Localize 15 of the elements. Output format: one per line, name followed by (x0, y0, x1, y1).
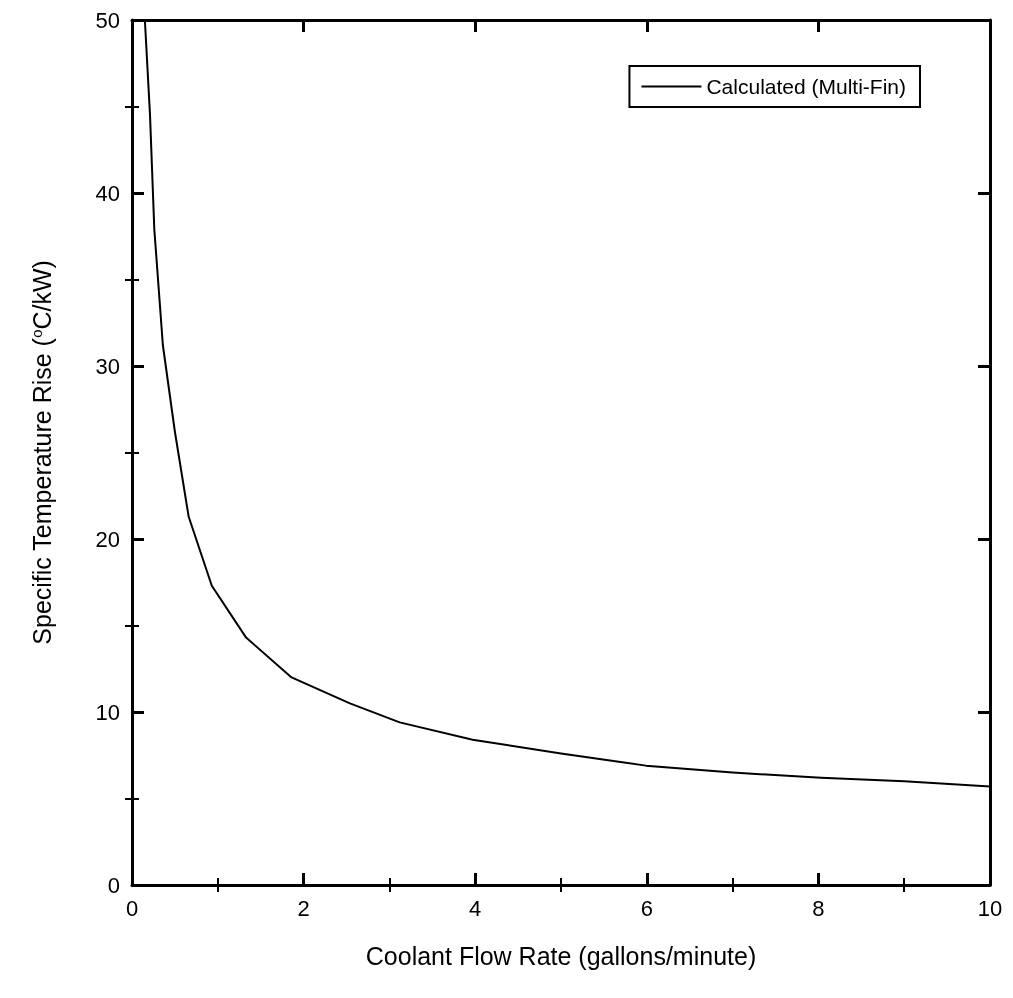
y-axis-title: Specific Temperature Rise (oC/kW) (27, 260, 56, 645)
x-axis-title: Coolant Flow Rate (gallons/minute) (365, 941, 757, 970)
y-tick-label: 50 (95, 7, 120, 33)
y-tick-label: 30 (95, 353, 120, 379)
y-tick-label: 10 (95, 699, 120, 725)
x-tick-label: 2 (297, 895, 310, 921)
y-tick-label: 0 (107, 872, 120, 898)
y-tick-label: 40 (95, 180, 120, 206)
x-tick-label: 10 (977, 895, 1003, 921)
x-tick-label: 0 (125, 895, 139, 921)
y-tick-label: 20 (95, 526, 120, 552)
x-tick-label: 8 (812, 895, 825, 921)
x-tick-label: 4 (469, 895, 482, 921)
legend-label: Calculated (Multi-Fin) (706, 75, 907, 98)
x-tick-label: 6 (640, 895, 653, 921)
